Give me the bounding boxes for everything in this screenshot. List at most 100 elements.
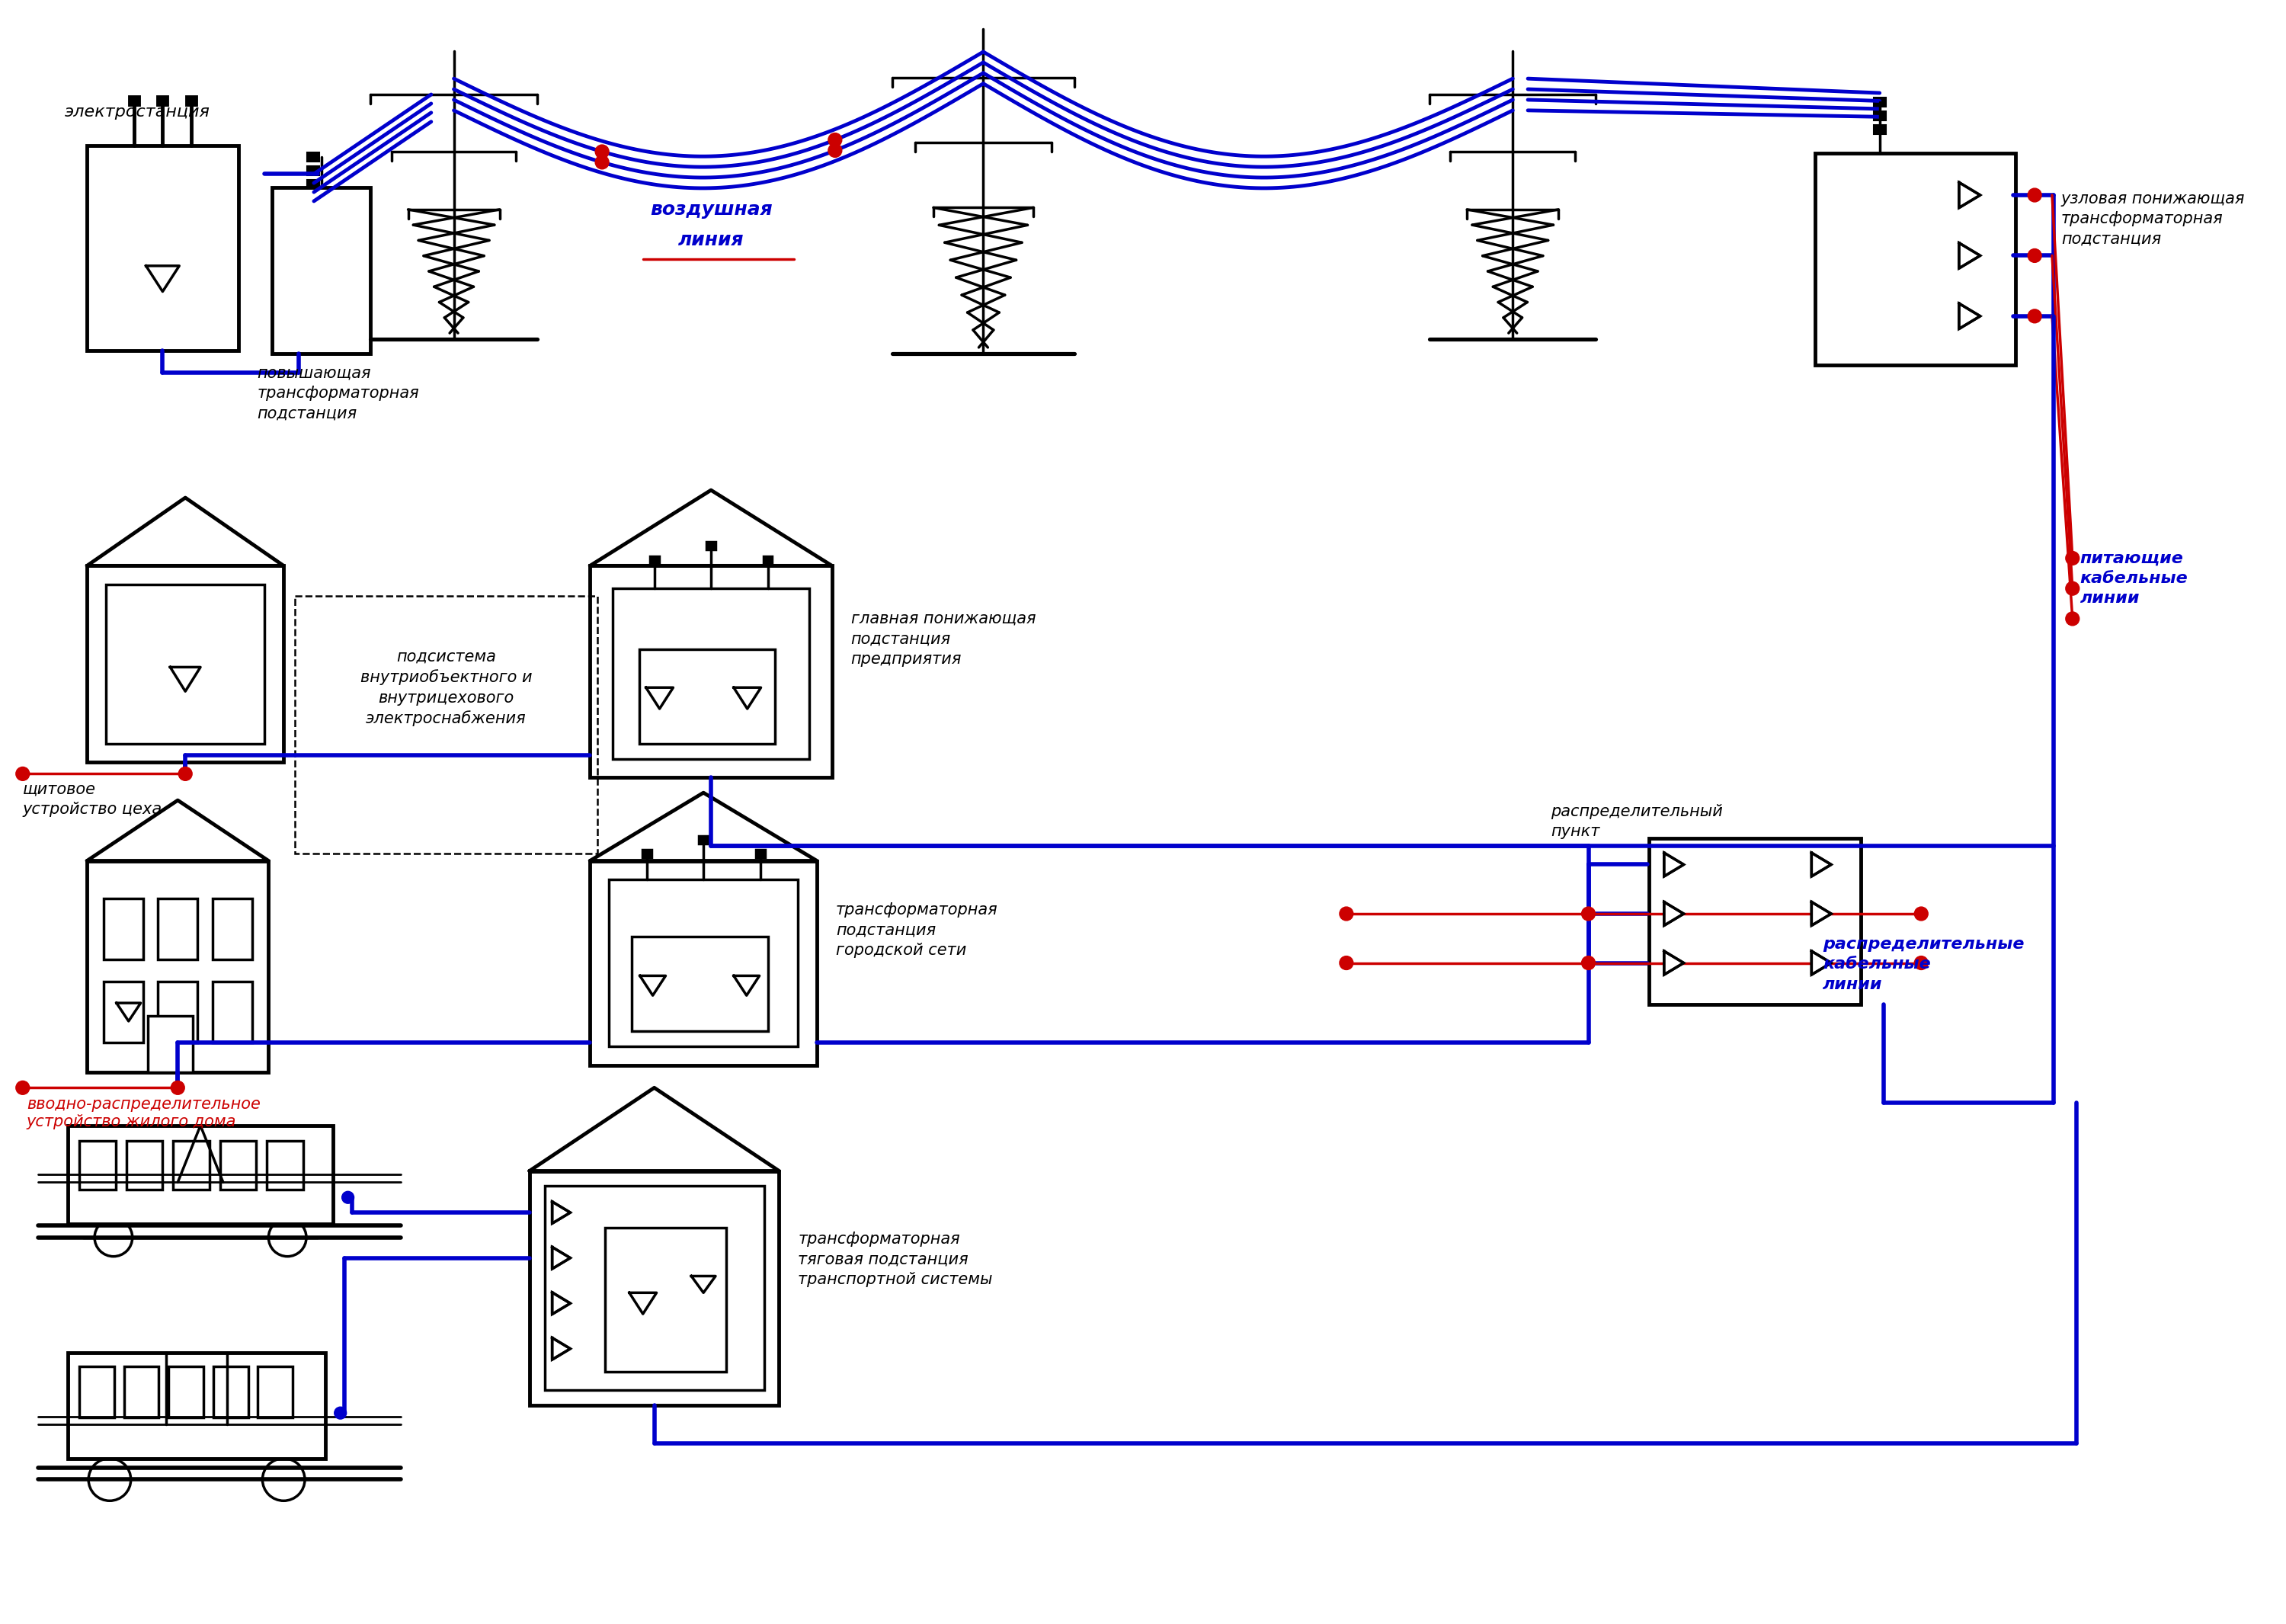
Bar [530, 1171, 780, 1405]
Circle shape [178, 767, 192, 781]
Bar [213, 898, 251, 960]
Bar [258, 1366, 293, 1418]
Circle shape [343, 1192, 354, 1203]
Text: распределительные
кабельные
линии: распределительные кабельные линии [1822, 937, 2025, 992]
Polygon shape [553, 1202, 569, 1223]
Polygon shape [1664, 952, 1685, 974]
Text: линия: линия [679, 231, 743, 248]
Bar [590, 861, 816, 1065]
Text: повышающая
трансформаторная
подстанция: повышающая трансформаторная подстанция [256, 365, 418, 421]
Bar [1875, 97, 1886, 107]
Bar [69, 1125, 334, 1224]
Text: электростанция: электростанция [64, 104, 210, 120]
Polygon shape [1811, 952, 1831, 974]
Bar [105, 585, 265, 744]
Circle shape [594, 156, 608, 169]
Bar [544, 1186, 764, 1390]
Polygon shape [553, 1293, 569, 1314]
Circle shape [2067, 612, 2080, 625]
Circle shape [2028, 309, 2041, 323]
Bar [1648, 838, 1861, 1005]
Circle shape [334, 1406, 347, 1419]
Bar [87, 565, 283, 762]
Bar [123, 1366, 158, 1418]
Bar [87, 861, 267, 1072]
Bar [158, 898, 197, 960]
Bar [1875, 125, 1886, 133]
Bar [158, 97, 167, 104]
Bar [1875, 110, 1886, 120]
Text: воздушная: воздушная [649, 200, 773, 219]
Polygon shape [1959, 244, 1980, 268]
Polygon shape [1959, 182, 1980, 208]
Text: трансформаторная
тяговая подстанция
транспортной системы: трансформаторная тяговая подстанция тран… [798, 1231, 992, 1286]
Bar [272, 187, 370, 354]
Bar [649, 557, 658, 564]
Text: распределительный
пункт: распределительный пункт [1550, 804, 1724, 840]
Bar [700, 836, 709, 843]
Circle shape [1340, 957, 1353, 970]
Circle shape [594, 145, 608, 159]
Circle shape [1913, 906, 1927, 921]
Bar [158, 983, 197, 1043]
Bar [306, 180, 320, 188]
Polygon shape [1811, 901, 1831, 926]
Bar [706, 541, 716, 549]
Text: главная понижающая
подстанция
предприятия: главная понижающая подстанция предприяти… [850, 611, 1036, 666]
Bar [606, 1228, 727, 1371]
Polygon shape [1959, 304, 1980, 328]
Bar [213, 983, 251, 1043]
Bar [174, 1140, 210, 1190]
Bar [267, 1140, 304, 1190]
Bar [69, 1353, 325, 1458]
Polygon shape [1664, 901, 1685, 926]
Text: щитовое
устройство цеха: щитовое устройство цеха [23, 781, 162, 817]
Circle shape [1582, 957, 1596, 970]
Bar [1815, 154, 2016, 365]
Circle shape [1340, 906, 1353, 921]
Bar [640, 650, 775, 744]
Bar [80, 1366, 114, 1418]
Bar [608, 880, 798, 1046]
Polygon shape [553, 1247, 569, 1268]
Bar [590, 565, 832, 778]
Polygon shape [553, 1338, 569, 1359]
Bar [613, 588, 809, 758]
Circle shape [828, 143, 841, 158]
Bar [642, 849, 652, 857]
Bar [631, 937, 768, 1031]
Bar [87, 146, 238, 351]
Bar [187, 97, 197, 104]
Circle shape [1913, 957, 1927, 970]
Bar [306, 166, 320, 175]
Bar [295, 596, 597, 853]
Bar [126, 1140, 162, 1190]
Bar [103, 983, 144, 1043]
Bar [130, 97, 139, 104]
Bar [764, 557, 773, 564]
Bar [169, 1366, 203, 1418]
Text: трансформаторная
подстанция
городской сети: трансформаторная подстанция городской се… [837, 903, 997, 958]
Bar [757, 849, 766, 857]
Circle shape [2028, 188, 2041, 201]
Bar [219, 1140, 256, 1190]
Bar [149, 1017, 192, 1072]
Circle shape [16, 767, 30, 781]
Polygon shape [1811, 853, 1831, 877]
Circle shape [2067, 581, 2080, 596]
Circle shape [828, 133, 841, 146]
Bar [306, 153, 320, 162]
Text: узловая понижающая
трансформаторная
подстанция: узловая понижающая трансформаторная подс… [2062, 192, 2245, 247]
Text: вводно-распределительное
устройство жилого дома: вводно-распределительное устройство жило… [27, 1096, 261, 1130]
Circle shape [16, 1082, 30, 1095]
Bar [103, 898, 144, 960]
Circle shape [171, 1082, 185, 1095]
Text: подсистема
внутриобъектного и
внутрицехового
электроснабжения: подсистема внутриобъектного и внутрицехо… [361, 650, 533, 726]
Polygon shape [1664, 853, 1685, 877]
Bar [213, 1366, 249, 1418]
Circle shape [2067, 552, 2080, 565]
Text: питающие
кабельные
линии: питающие кабельные линии [2080, 551, 2188, 606]
Circle shape [1582, 906, 1596, 921]
Circle shape [2028, 248, 2041, 263]
Bar [80, 1140, 117, 1190]
